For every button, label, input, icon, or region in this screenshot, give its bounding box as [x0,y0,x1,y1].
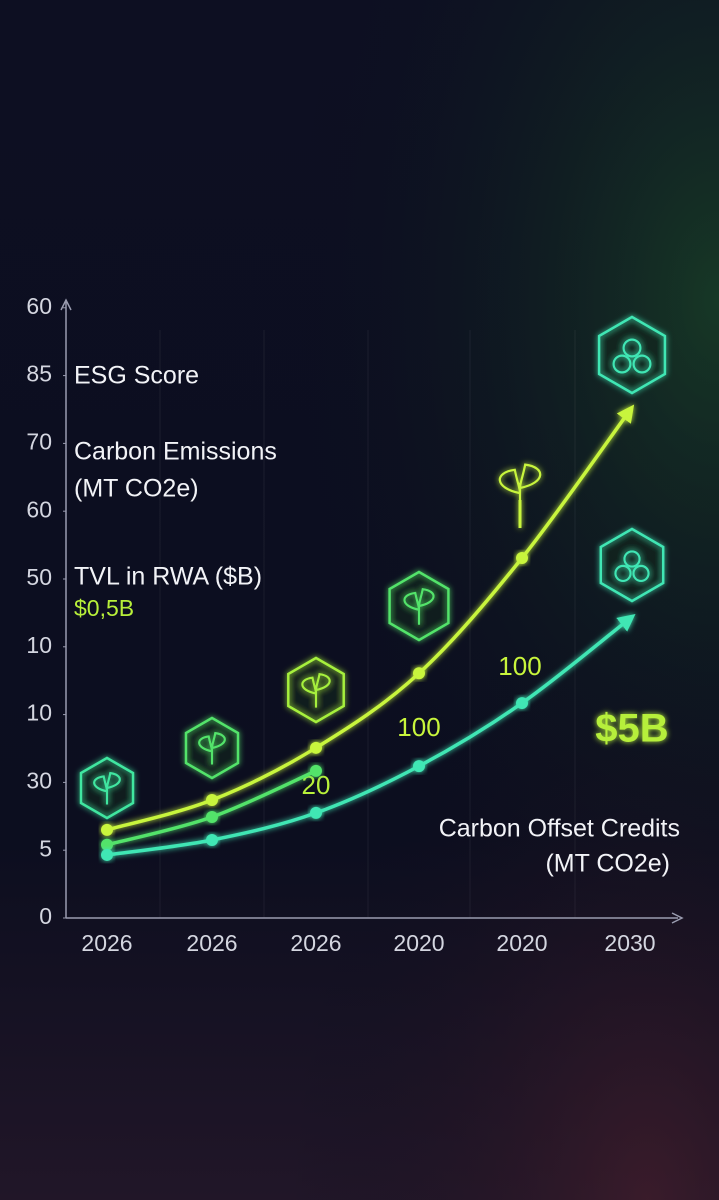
icon-hexagon [599,527,665,603]
icon-leaf [301,672,331,708]
icon-hexagon [597,315,667,395]
series-line [106,613,636,857]
annotation: 100 [397,712,440,742]
y-tick-label: 5 [39,835,52,861]
legend-note: $0,5B [74,595,134,621]
y-tick-label: 30 [26,767,52,793]
data-point [413,667,425,680]
data-point [206,810,218,823]
icon-cube [612,354,632,374]
data-point [516,697,528,710]
annotation: Carbon Offset Credits [439,815,680,843]
icon-leaf [198,731,226,765]
grid [159,330,576,918]
x-tick-label: 2026 [81,930,132,956]
data-point [101,848,113,861]
data-point [310,741,322,754]
icon-cube [632,564,650,583]
icon-cube [622,338,642,358]
y-tick-label: 10 [26,632,52,658]
annotation: 100 [498,651,541,681]
y-axis-arrow [60,298,72,311]
data-point [516,551,528,564]
icon-leaf [93,771,121,805]
legend-label: (MT CO2e) [74,475,199,503]
icon [498,463,542,528]
icon [287,656,345,724]
x-axis-arrow [671,912,684,924]
x-tick-label: 2026 [290,930,341,956]
icon [599,527,665,603]
icon-cube [632,354,652,374]
y-tick-label: 0 [39,903,52,929]
x-tick-label: 2020 [393,930,444,956]
y-tick-label: 10 [26,700,52,726]
y-tick-label: 85 [26,361,52,387]
icon-cube [623,550,641,568]
y-tick-label: 60 [26,496,52,522]
data-point [310,764,322,777]
y-tick-label: 50 [26,564,52,590]
x-tick-label: 2020 [496,930,547,956]
legend-label: ESG Score [74,362,199,390]
data-point [310,806,322,819]
data-point [413,760,425,773]
icon [597,315,667,395]
data-point [101,823,113,836]
x-tick-label: 2026 [186,930,237,956]
data-point [101,838,113,851]
data-point [206,834,218,847]
annotation: (MT CO2e) [545,850,670,878]
icon-cube [614,564,632,583]
legend-label: Carbon Emissions [74,438,277,466]
legend-label: TVL in RWA ($B) [74,563,262,591]
icon [184,716,240,780]
icon [388,570,450,642]
y-tick-label: 60 [26,293,52,319]
icon-leaf [403,587,435,625]
x-tick-label: 2030 [604,930,655,956]
annotation: $5B [595,707,668,751]
data-point [206,794,218,807]
icon [79,756,135,820]
y-tick-label: 70 [26,428,52,454]
